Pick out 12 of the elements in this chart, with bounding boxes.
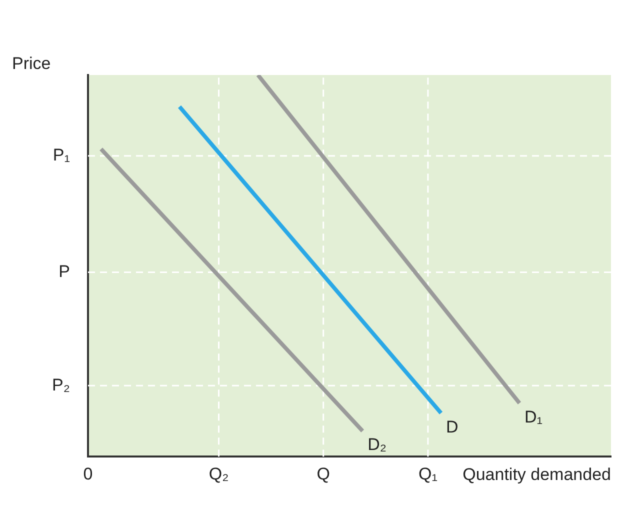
y-axis-title: Price — [12, 54, 51, 74]
series-label: D — [446, 417, 458, 436]
x-axis-title: Quantity demanded — [462, 464, 611, 484]
x-tick-label: Q₂ — [208, 464, 229, 484]
x-tick-label: 0 — [83, 464, 93, 484]
series-label: D₂ — [368, 435, 386, 454]
x-tick-label: Q — [316, 464, 330, 484]
ref-line-label: P₁ — [52, 146, 70, 165]
ref-line-label: P₂ — [52, 375, 70, 394]
ref-line-label: P — [58, 262, 70, 281]
series-label: D₁ — [524, 407, 543, 426]
x-tick-label: Q₁ — [418, 464, 438, 484]
